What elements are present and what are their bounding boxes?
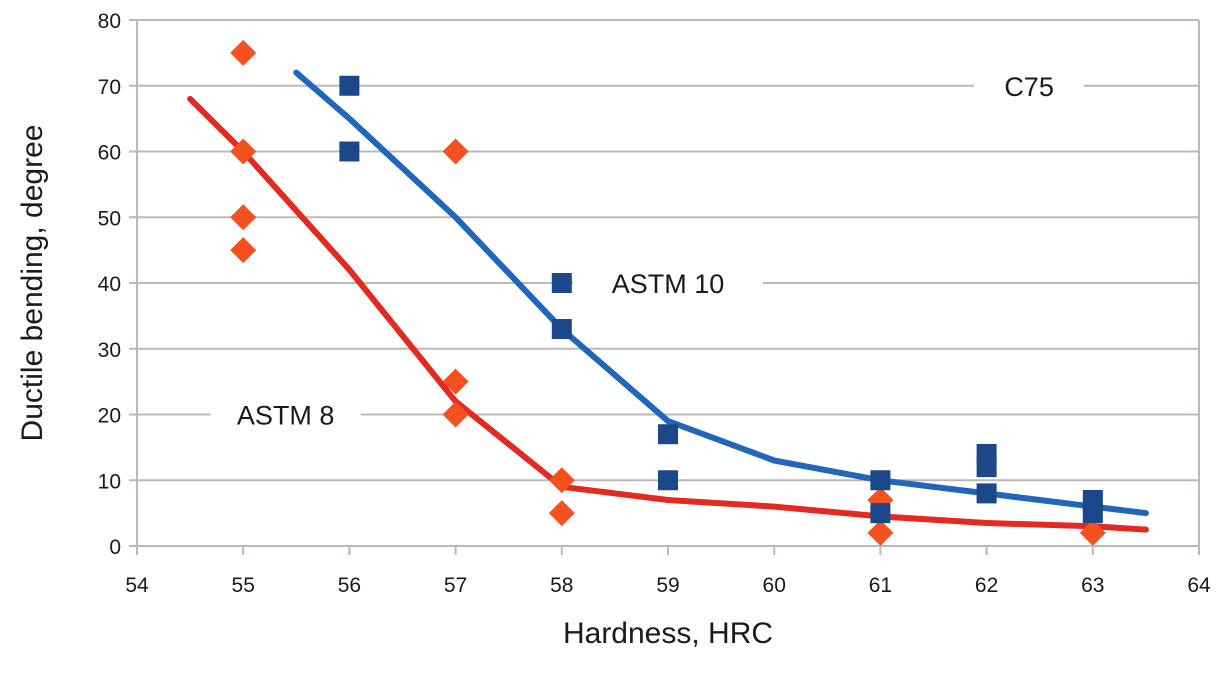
gridlines: [129, 19, 1199, 547]
astm8-point: [230, 39, 257, 66]
x-tick-label-56: 56: [338, 574, 361, 597]
astm-10-trend-line: [293, 69, 1149, 517]
y-tick-label-40: 40: [98, 273, 121, 296]
x-tick-label-58: 58: [550, 574, 573, 597]
y-tick-label-80: 80: [98, 10, 121, 33]
x-tick-label-55: 55: [232, 574, 255, 597]
annotations: C75 ASTM 10 ASTM 8: [237, 72, 1054, 431]
astm8-point: [230, 204, 257, 231]
astm8-point: [1079, 519, 1106, 546]
y-tick-label-30: 30: [98, 339, 121, 362]
astm8-point: [442, 401, 469, 428]
astm10-point: [339, 75, 360, 96]
astm8-point: [442, 138, 469, 165]
x-tick-label-61: 61: [869, 574, 892, 597]
annotation-astm-10: ASTM 10: [612, 269, 725, 299]
astm8-point: [230, 237, 257, 264]
y-axis-title: Ductile bending, degree: [16, 125, 49, 442]
y-tick-label-50: 50: [98, 207, 121, 230]
astm10-point: [870, 470, 891, 491]
astm8-point: [548, 500, 575, 527]
astm10-point: [551, 319, 572, 340]
astm10-point: [658, 424, 678, 445]
astm-8-trend-line: [187, 95, 1149, 533]
astm8-point: [867, 519, 894, 546]
astm10-point: [1082, 503, 1103, 524]
annotation-astm-8: ASTM 8: [237, 401, 335, 431]
annotation-c75: C75: [1004, 72, 1054, 102]
astm10-point: [339, 141, 360, 162]
data-points: [230, 39, 1106, 546]
trend-lines: [187, 69, 1149, 533]
x-tick-label-64: 64: [1187, 574, 1211, 597]
y-tick-label-70: 70: [98, 76, 121, 99]
tick-labels: 0 10 20 30 40 50 60 70 80 54 55 56 57 58 59 60 61 62 63 64: [98, 10, 1211, 597]
astm8-point: [442, 368, 469, 395]
y-tick-label-10: 10: [98, 470, 121, 493]
astm10-point: [976, 483, 997, 504]
x-tick-label-62: 62: [975, 574, 998, 597]
axes: [136, 20, 1200, 555]
x-axis-title: Hardness, HRC: [563, 617, 773, 650]
x-tick-label-59: 59: [656, 574, 679, 597]
astm10-point: [976, 457, 997, 478]
astm10-point: [658, 470, 678, 491]
x-tick-label-57: 57: [444, 574, 467, 597]
astm8-point: [548, 467, 575, 494]
astm10-point: [870, 503, 891, 524]
x-tick-label-60: 60: [763, 574, 786, 597]
y-tick-label-60: 60: [98, 142, 121, 165]
x-tick-label-54: 54: [125, 574, 149, 597]
astm8-point: [230, 138, 257, 165]
y-tick-label-20: 20: [98, 405, 121, 428]
x-tick-label-63: 63: [1081, 574, 1104, 597]
y-tick-label-0: 0: [109, 536, 121, 559]
astm10-point: [551, 273, 572, 293]
